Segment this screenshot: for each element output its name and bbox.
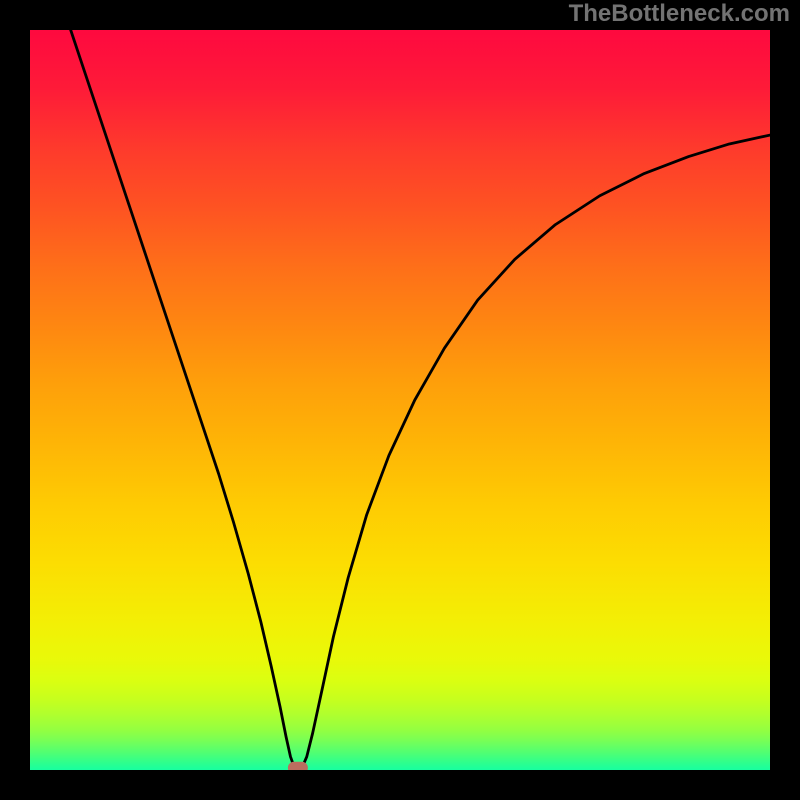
plot-area	[30, 30, 770, 770]
gradient-background	[30, 30, 770, 770]
chart-container: TheBottleneck.com	[0, 0, 800, 800]
watermark-text: TheBottleneck.com	[569, 0, 790, 28]
chart-svg	[30, 30, 770, 770]
minimum-marker	[288, 762, 308, 770]
